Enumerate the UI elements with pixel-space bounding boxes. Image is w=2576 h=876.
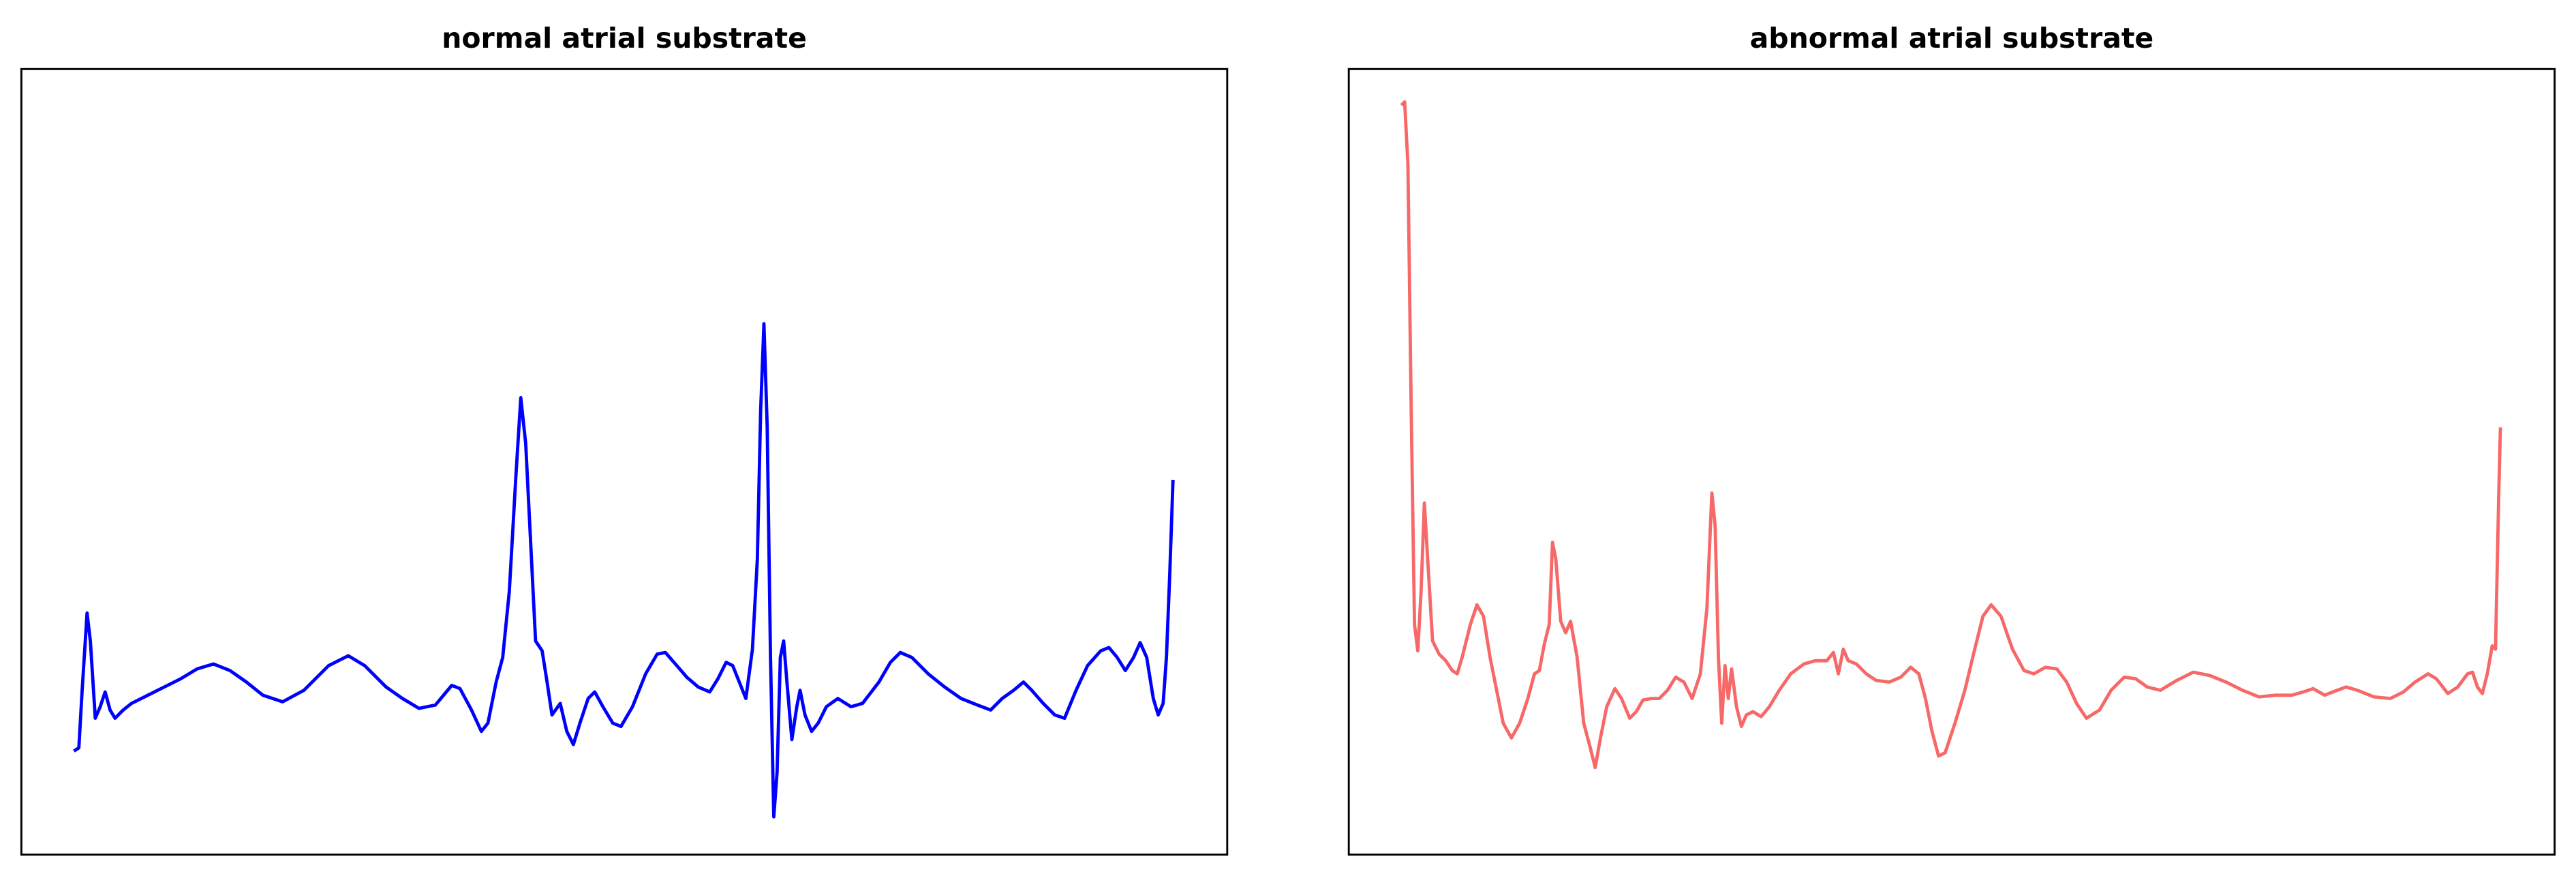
plot-frame bbox=[20, 67, 1229, 856]
chart-title: normal atrial substrate bbox=[442, 22, 807, 55]
signal-line bbox=[73, 322, 1175, 819]
plot-frame bbox=[1347, 67, 2556, 856]
signal-line bbox=[1400, 100, 2502, 770]
chart-title: abnormal atrial substrate bbox=[1750, 22, 2154, 55]
